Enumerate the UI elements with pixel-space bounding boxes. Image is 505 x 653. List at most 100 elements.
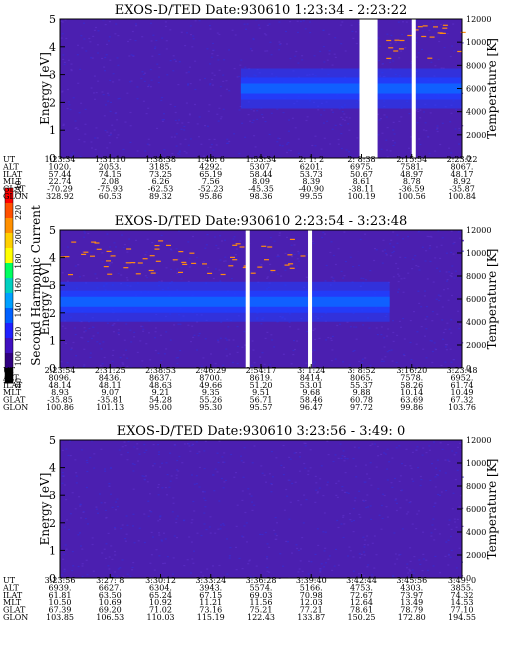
speckle-mark — [375, 327, 378, 329]
trace-mark — [110, 255, 116, 257]
speckle-mark — [316, 528, 319, 530]
speckle-mark — [238, 153, 241, 155]
speckle-mark — [298, 568, 301, 570]
speckle-mark — [373, 567, 376, 569]
speckle-mark — [450, 275, 453, 278]
speckle-mark — [200, 365, 203, 367]
speckle-mark — [261, 113, 264, 116]
speckle-mark — [335, 548, 337, 550]
speckle-mark — [240, 455, 242, 457]
speckle-mark — [295, 452, 298, 454]
y2-tick-label: 2000 — [466, 551, 486, 560]
speckle-mark — [68, 529, 70, 531]
speckle-mark — [286, 541, 289, 543]
speckle-mark — [435, 298, 438, 300]
speckle-mark — [105, 516, 108, 519]
speckle-mark — [161, 540, 163, 542]
speckle-mark — [79, 503, 82, 505]
speckle-mark — [261, 352, 264, 354]
speckle-mark — [284, 269, 287, 271]
trace-mark — [257, 266, 263, 268]
y2-tick-label: 8000 — [466, 482, 486, 491]
speckle-mark — [424, 290, 426, 292]
speckle-mark — [94, 98, 96, 100]
speckle-mark — [61, 253, 64, 255]
speckle-mark — [317, 491, 319, 493]
speckle-mark — [323, 233, 326, 235]
speckle-mark — [383, 452, 386, 454]
trace-mark — [239, 246, 245, 248]
speckle-mark — [228, 49, 230, 51]
ephemeris-cell: 150.25 — [348, 613, 376, 622]
ephemeris-table: UTALTILATMLTGLATGLON1:23:341020.57.4422.… — [2, 155, 477, 201]
speckle-mark — [192, 35, 195, 37]
speckle-mark — [322, 46, 325, 48]
speckle-mark — [305, 499, 308, 501]
speckle-mark — [208, 104, 211, 106]
speckle-mark — [188, 445, 191, 447]
speckle-mark — [106, 92, 109, 94]
speckle-mark — [452, 253, 455, 255]
speckle-mark — [161, 462, 164, 464]
speckle-mark — [397, 273, 400, 275]
speckle-mark — [85, 486, 88, 489]
speckle-mark — [361, 362, 364, 364]
speckle-mark — [120, 274, 123, 276]
speckle-mark — [63, 568, 66, 570]
speckle-mark — [265, 34, 268, 36]
trace-mark — [250, 272, 256, 274]
speckle-mark — [428, 445, 431, 447]
speckle-mark — [85, 459, 88, 461]
speckle-mark — [448, 519, 451, 521]
speckle-mark — [278, 138, 281, 140]
speckle-mark — [424, 122, 427, 124]
speckle-mark — [132, 55, 135, 57]
speckle-mark — [400, 489, 403, 491]
speckle-mark — [418, 138, 421, 140]
speckle-mark — [329, 143, 332, 145]
speckle-mark — [183, 150, 186, 152]
speckle-mark — [176, 469, 178, 471]
speckle-mark — [149, 86, 152, 88]
ephemeris-cell: 172.80 — [398, 613, 426, 622]
speckle-mark — [114, 112, 117, 114]
speckle-mark — [347, 492, 350, 494]
speckle-mark — [306, 331, 309, 333]
speckle-mark — [151, 55, 154, 57]
speckle-mark — [313, 55, 316, 57]
trace-mark — [235, 243, 241, 245]
speckle-mark — [235, 248, 238, 250]
ephemeris-cell: 1:38:38 — [145, 155, 176, 164]
speckle-mark — [399, 475, 402, 477]
trace-mark — [232, 244, 238, 246]
speckle-mark — [320, 465, 323, 467]
speckle-mark — [386, 468, 389, 470]
speckle-mark — [100, 502, 103, 504]
ephemeris-row-label: ILAT — [3, 170, 23, 179]
speckle-mark — [436, 459, 439, 461]
speckle-mark — [340, 133, 343, 135]
speckle-mark — [395, 361, 398, 364]
speckle-mark — [394, 477, 396, 480]
speckle-mark — [431, 361, 434, 364]
ephemeris-row-label: ILAT — [3, 381, 23, 390]
speckle-mark — [349, 155, 352, 157]
speckle-mark — [303, 494, 306, 496]
speckle-mark — [293, 452, 296, 454]
speckle-mark — [114, 526, 116, 529]
colorbar-segment — [5, 263, 13, 279]
speckle-mark — [280, 464, 283, 467]
speckle-mark — [203, 523, 206, 525]
speckle-mark — [288, 321, 291, 323]
speckle-mark — [109, 256, 112, 258]
speckle-mark — [77, 264, 80, 266]
speckle-mark — [109, 59, 112, 61]
speckle-mark — [224, 479, 227, 481]
speckle-mark — [246, 541, 248, 543]
speckle-mark — [209, 63, 212, 65]
speckle-mark — [249, 120, 252, 122]
speckle-mark — [196, 576, 199, 578]
colorbar-segment — [5, 233, 13, 249]
speckle-mark — [247, 488, 250, 490]
speckle-mark — [187, 324, 190, 326]
